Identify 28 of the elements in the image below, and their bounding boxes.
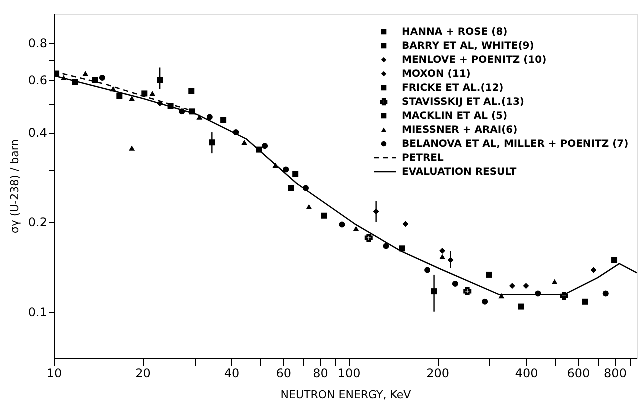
x-tick-label: 400 [515,366,538,380]
x-axis-title: NEUTRON ENERGY, KeV [280,388,412,402]
legend-label: MIESSNER + ARAI(6) [402,125,518,136]
legend-label: BELANOVA ET AL, MILLER + POENITZ (7) [402,139,629,150]
x-tick-label: 20 [136,366,151,380]
x-tick-label: 100 [338,366,361,380]
x-tick-label: 60 [276,366,292,380]
x-tick-label: 200 [426,366,450,380]
legend-label: FRICKE ET AL.(12) [402,83,504,94]
legend-label: MOXON (11) [402,69,471,80]
legend-label: EVALUATION RESULT [402,167,517,178]
legend-label: HANNA + ROSE (8) [402,27,508,38]
legend-label: MENLOVE + POENITZ (10) [402,55,547,66]
y-tick-label: 0.4 [28,126,48,140]
legend-label: STAVISSKIJ ET AL.(13) [402,97,524,108]
y-tick-label: 0.1 [28,305,48,320]
y-axis-title: σγ (U-238) / barn [8,139,22,234]
x-tick-label: 80 [313,366,328,380]
x-tick-label: 600 [567,366,590,380]
legend-label: BARRY ET AL, WHITE(9) [402,41,534,52]
x-tick-label: 40 [224,366,240,380]
y-tick-label: 0.6 [28,74,48,88]
legend-label: MACKLIN ET AL (5) [402,111,508,122]
x-tick-label: 800 [604,366,627,380]
y-tick-label: 0.2 [28,216,48,230]
y-tick-label: 0.8 [28,36,48,50]
x-tick-label: 10 [46,366,62,380]
legend-label: PETREL [402,153,445,164]
